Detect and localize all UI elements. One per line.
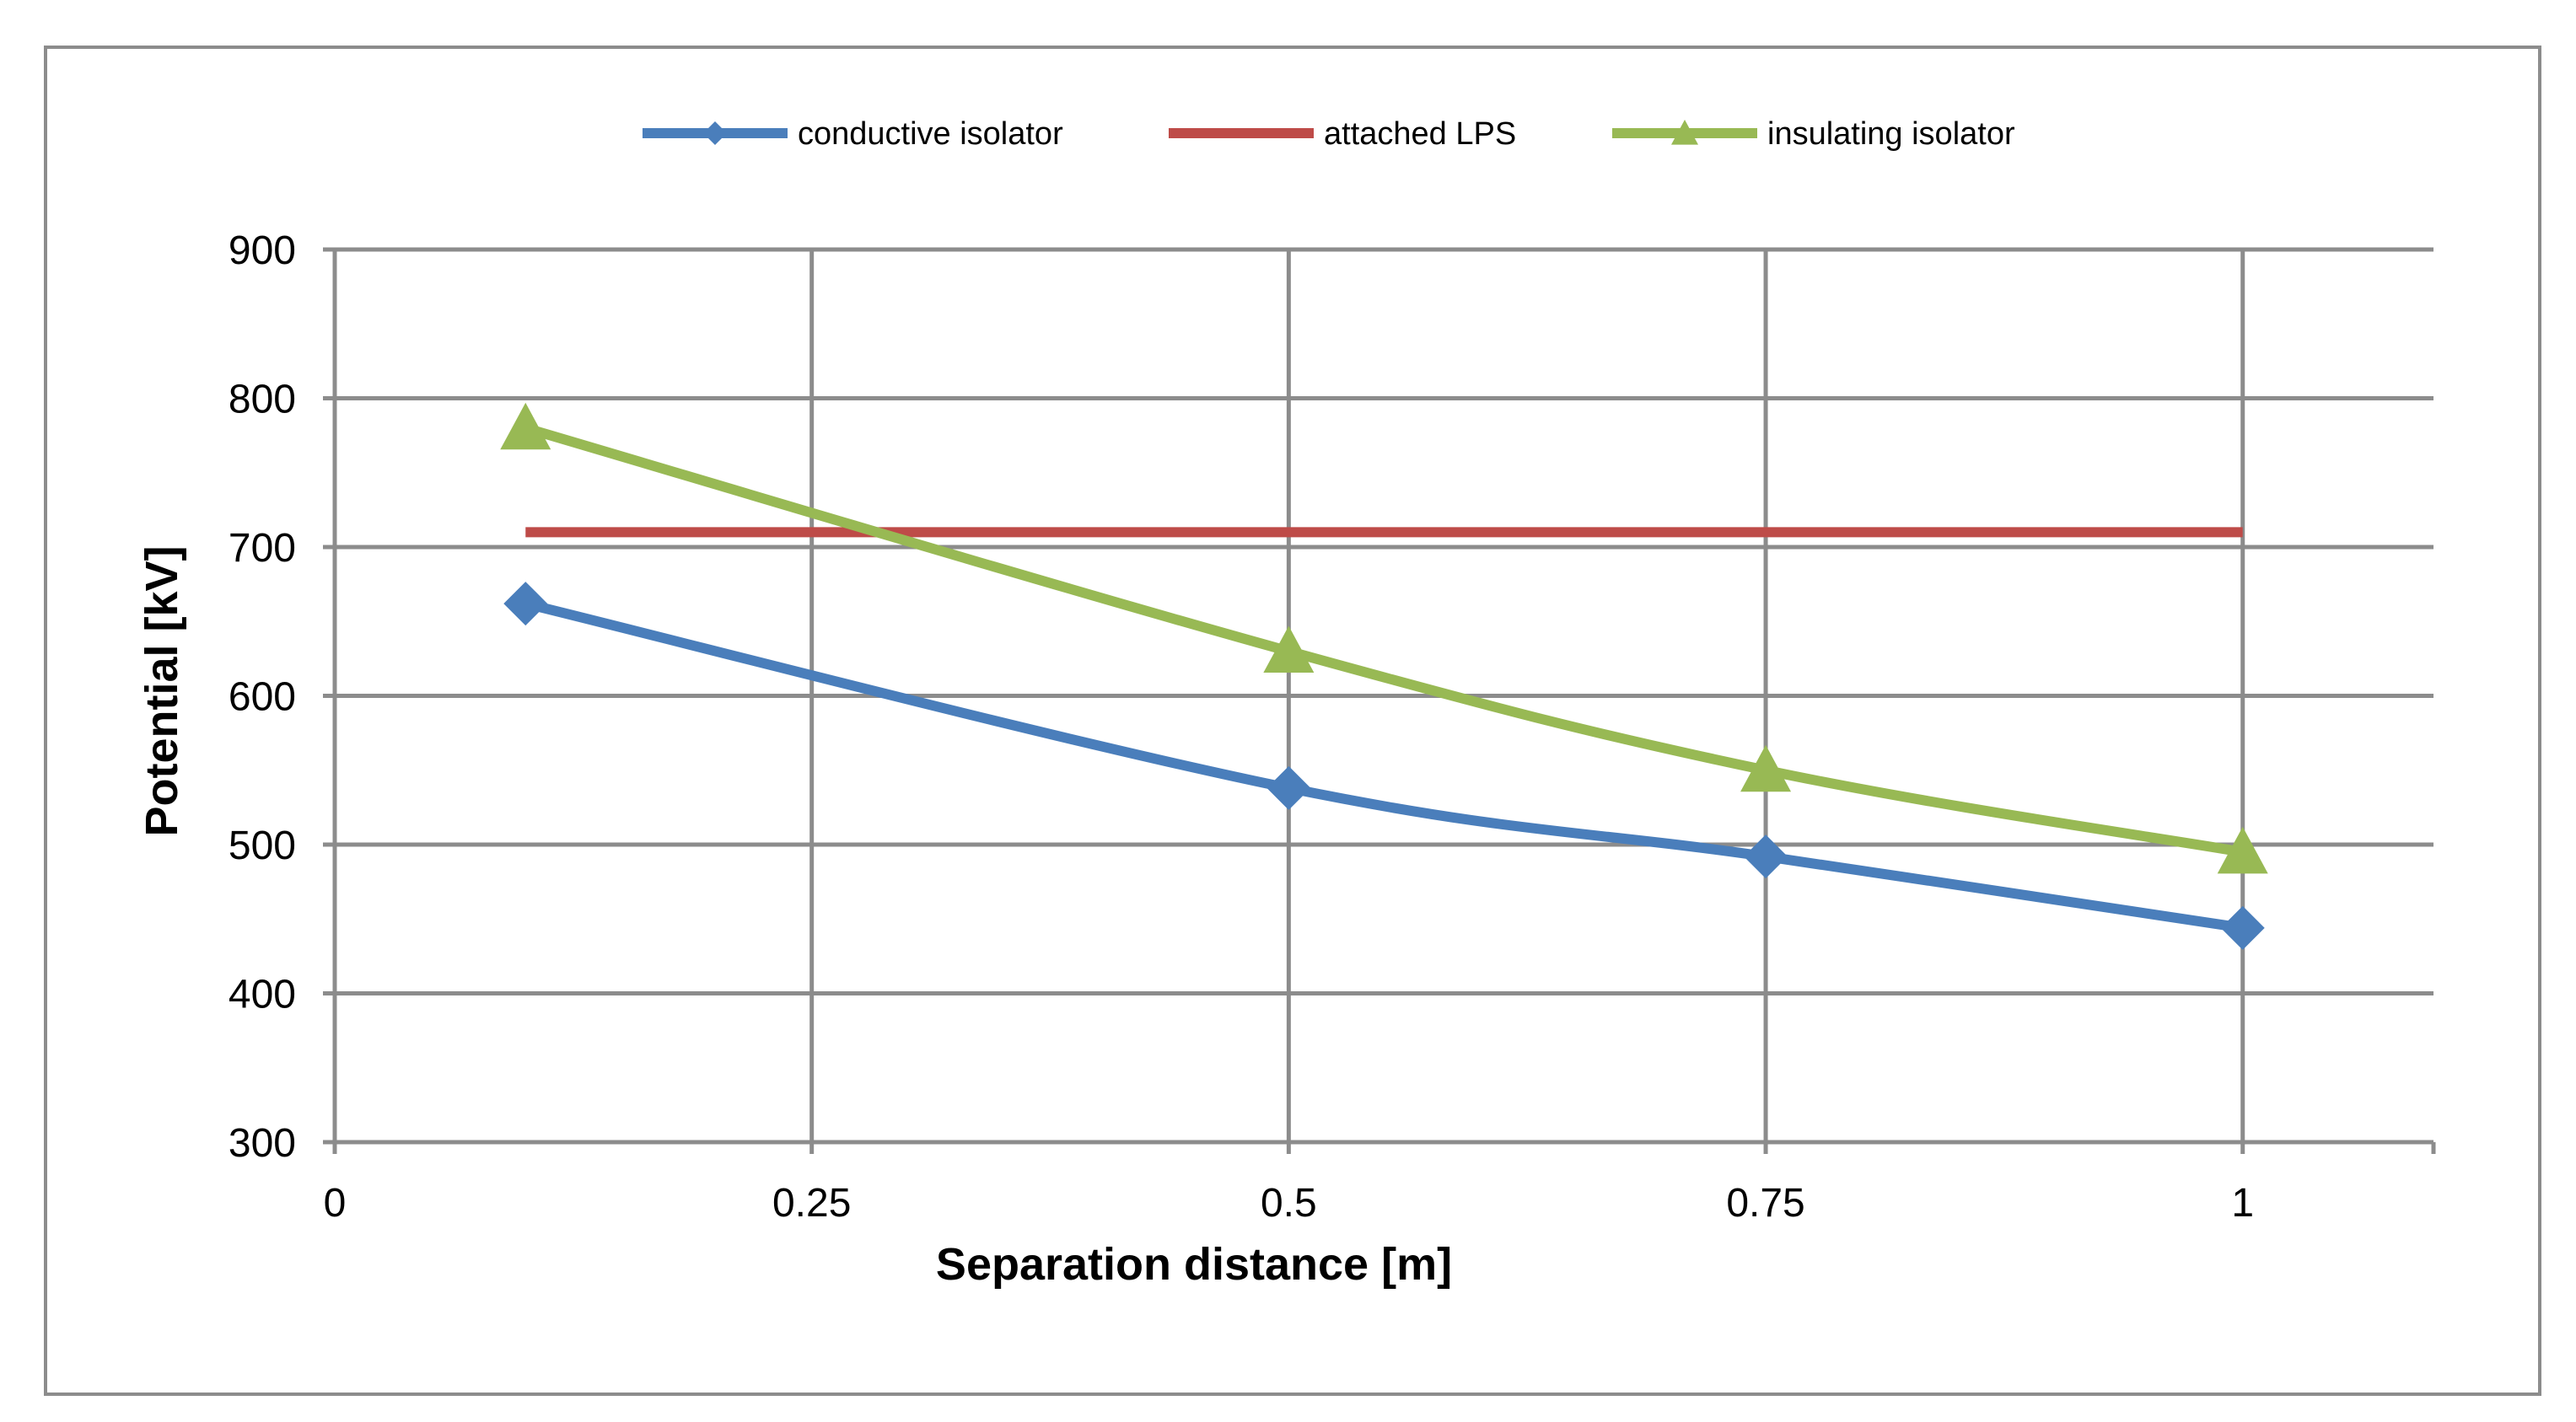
grid — [323, 247, 2436, 1154]
legend-marker-conductive-isolator — [703, 121, 727, 145]
legend-label-attached-lps: attached LPS — [1324, 116, 1516, 152]
data-point-insulating-isolator — [500, 402, 551, 450]
axes: 300 400 500 600 700 800 900 0 0.25 0.5 0.75 1 — [229, 228, 2254, 1226]
series-lines — [524, 423, 2244, 933]
y-tick-label: 300 — [229, 1121, 296, 1166]
y-tick-label: 400 — [229, 973, 296, 1017]
x-tick-label: 0 — [324, 1181, 347, 1226]
legend-label-conductive-isolator: conductive isolator — [798, 116, 1063, 152]
legend: conductive isolator attached LPS insulatin… — [643, 116, 2015, 152]
data-point-conductive-isolator — [1266, 765, 1311, 810]
data-point-insulating-isolator — [1263, 625, 1315, 673]
data-point-insulating-isolator — [2217, 826, 2268, 874]
data-point-conductive-isolator — [503, 582, 548, 626]
data-point-conductive-isolator — [2220, 905, 2265, 950]
y-tick-label: 700 — [229, 526, 296, 571]
y-axis-title: Potential [kV] — [137, 545, 187, 836]
series-line-conductive-isolator — [524, 598, 2244, 933]
data-point-conductive-isolator — [1744, 834, 1788, 879]
series-markers — [500, 402, 2268, 950]
x-tick-label: 0.75 — [1726, 1181, 1804, 1226]
y-tick-label: 500 — [229, 824, 296, 868]
x-tick-label: 1 — [2231, 1181, 2254, 1226]
x-tick-label: 0.25 — [772, 1181, 851, 1226]
data-point-insulating-isolator — [1740, 744, 1792, 792]
y-tick-label: 800 — [229, 378, 296, 422]
x-tick-label: 0.5 — [1261, 1181, 1317, 1226]
y-tick-label: 900 — [229, 228, 296, 273]
legend-marker-insulating-isolator — [1671, 120, 1698, 145]
chart-frame — [44, 46, 2541, 1396]
y-tick-label: 600 — [229, 675, 296, 720]
series-line-insulating-isolator — [524, 423, 2244, 857]
x-axis-title: Separation distance [m] — [936, 1239, 1452, 1290]
legend-label-insulating-isolator: insulating isolator — [1767, 116, 2015, 152]
